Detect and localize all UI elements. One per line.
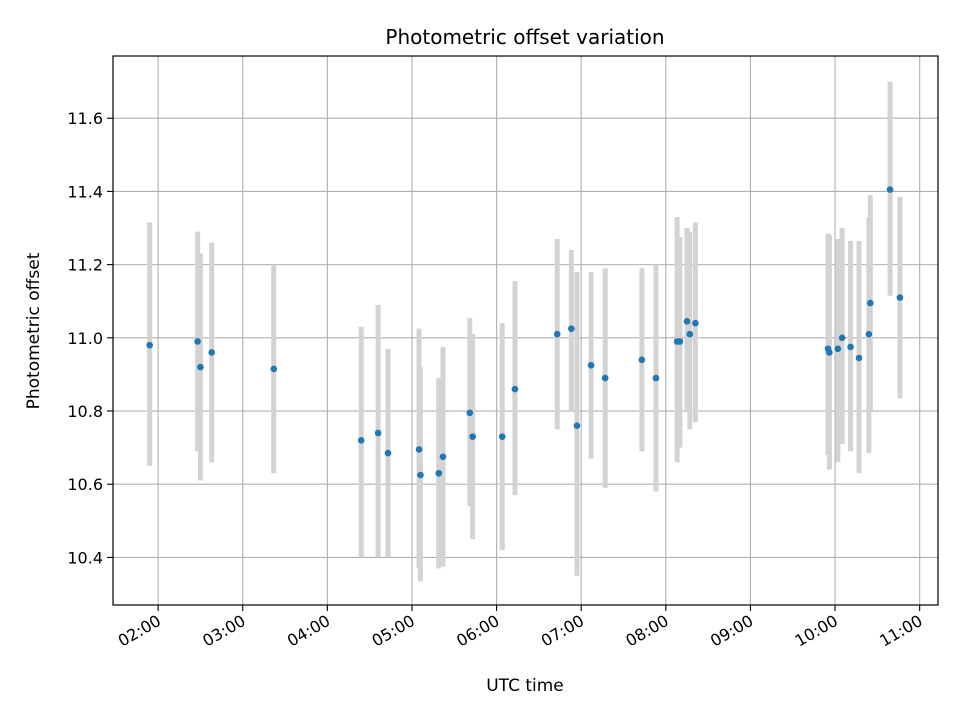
data-point bbox=[692, 319, 699, 327]
data-point bbox=[197, 363, 204, 371]
data-point bbox=[384, 449, 392, 457]
data-point bbox=[439, 453, 447, 461]
data-point bbox=[469, 433, 476, 440]
y-axis-ticks: 10.4 10.6 10.8 11.0 11.2 11.4 11.6 bbox=[67, 109, 113, 567]
data-point bbox=[573, 422, 581, 429]
data-point bbox=[826, 349, 833, 356]
y-tick-label: 10.6 bbox=[67, 475, 103, 494]
data-point bbox=[587, 361, 595, 369]
data-point bbox=[601, 374, 609, 382]
y-axis-title: Photometric offset bbox=[24, 252, 44, 409]
y-tick-label: 11.6 bbox=[67, 109, 103, 128]
data-points bbox=[146, 186, 904, 479]
data-point bbox=[683, 318, 691, 325]
data-point bbox=[838, 334, 846, 342]
data-point bbox=[896, 294, 904, 301]
data-point bbox=[847, 343, 854, 351]
data-point bbox=[676, 338, 684, 345]
data-point bbox=[374, 429, 382, 437]
data-point bbox=[498, 433, 506, 440]
data-point bbox=[553, 330, 561, 338]
data-point bbox=[270, 365, 278, 373]
y-tick-label: 10.4 bbox=[67, 548, 103, 567]
data-point bbox=[511, 385, 519, 393]
y-tick-label: 11.2 bbox=[67, 256, 103, 275]
x-axis-title: UTC time bbox=[486, 676, 564, 696]
data-point bbox=[865, 330, 873, 338]
data-point bbox=[415, 446, 423, 453]
y-tick-label: 11.0 bbox=[67, 329, 103, 348]
data-point bbox=[867, 299, 874, 307]
chart-title: Photometric offset variation bbox=[385, 25, 664, 49]
y-tick-label: 11.4 bbox=[67, 182, 103, 201]
plot-frame bbox=[112, 55, 939, 606]
data-point bbox=[357, 437, 365, 444]
grid-lines bbox=[113, 56, 938, 605]
data-point bbox=[466, 409, 474, 417]
data-point bbox=[194, 338, 201, 345]
data-point bbox=[638, 356, 646, 364]
data-point bbox=[146, 341, 153, 349]
data-point bbox=[208, 349, 216, 356]
data-point bbox=[652, 374, 660, 382]
data-point bbox=[834, 345, 842, 353]
y-tick-label: 10.8 bbox=[67, 402, 103, 421]
data-point bbox=[435, 469, 443, 477]
data-point bbox=[886, 186, 894, 193]
data-point bbox=[855, 354, 863, 362]
data-point bbox=[568, 325, 575, 332]
data-point bbox=[417, 471, 424, 479]
data-point bbox=[686, 330, 694, 338]
